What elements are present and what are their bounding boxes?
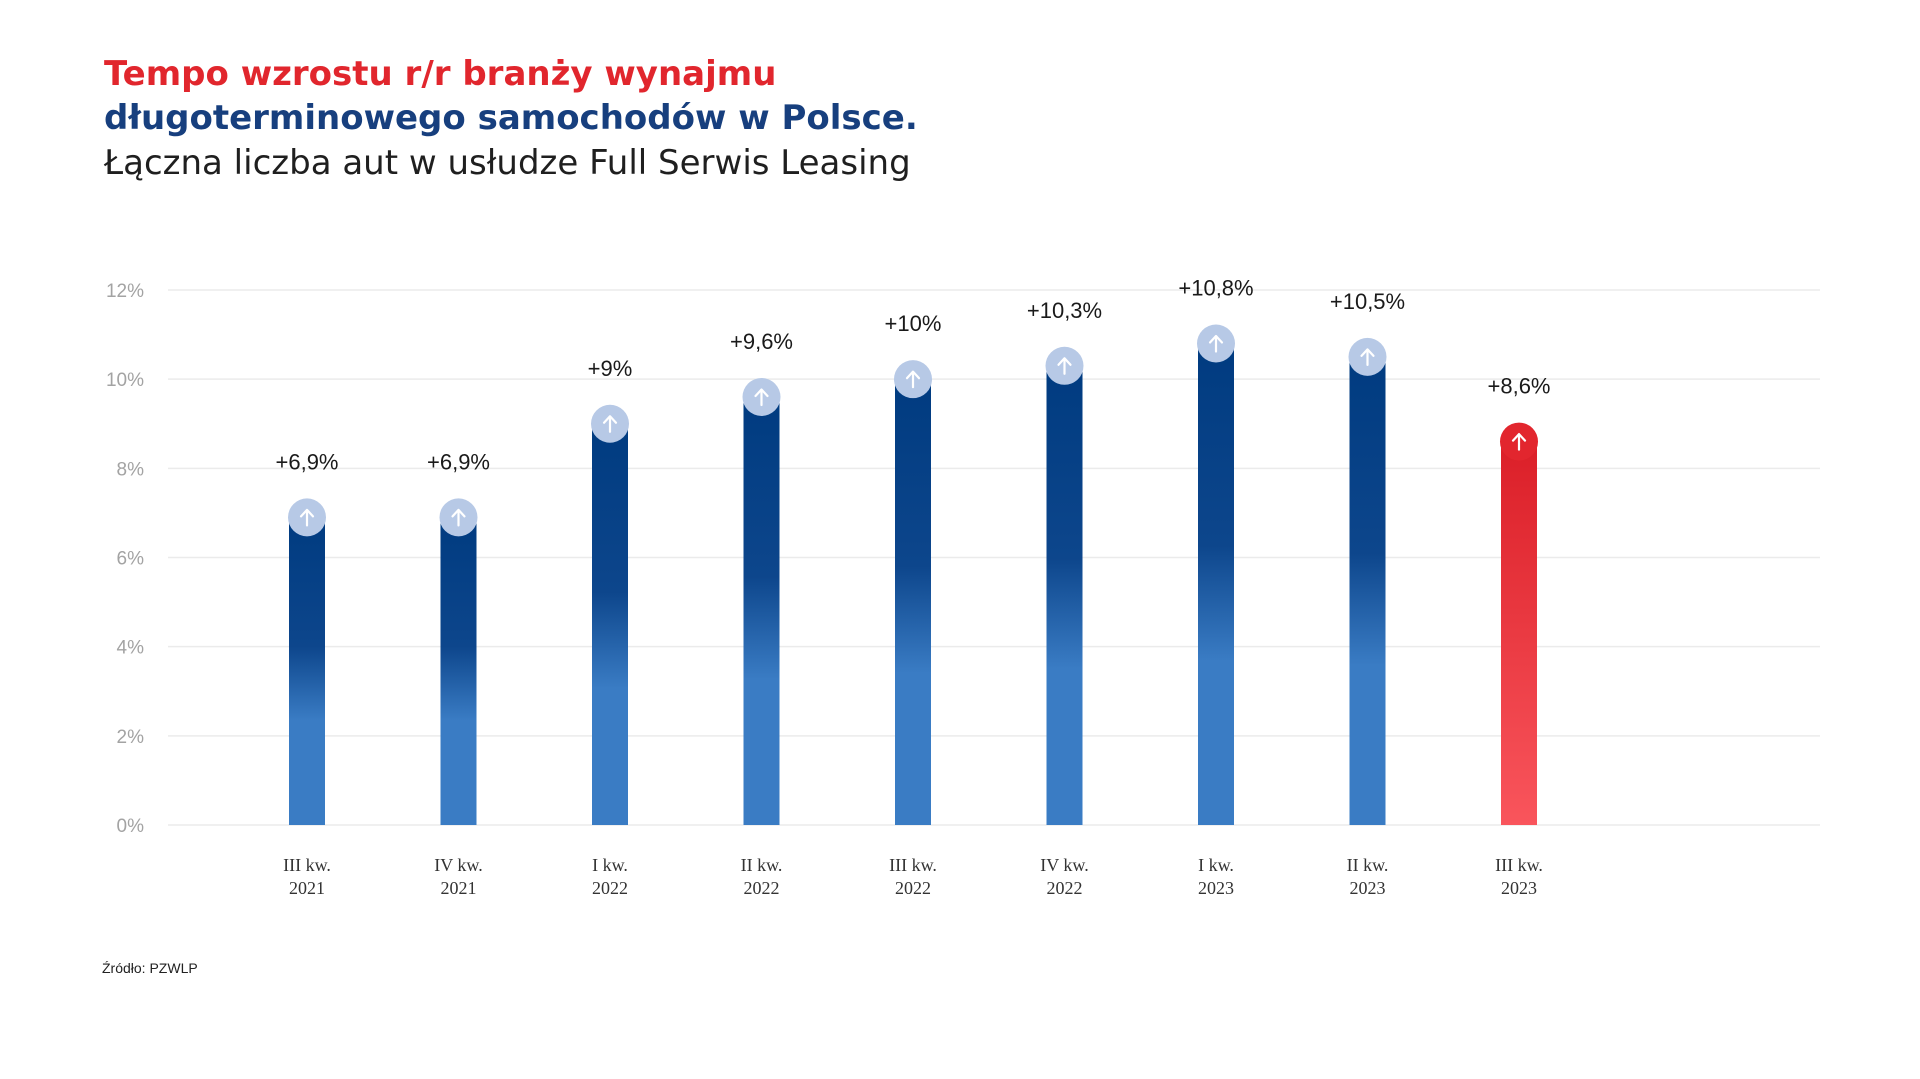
data-label: +6,9% (276, 449, 339, 474)
x-tick-year: 2022 (592, 878, 628, 898)
arrow-up-icon (742, 378, 781, 416)
bar (592, 423, 628, 825)
arrow-up-icon (288, 498, 326, 537)
x-tick-label: II kw. (1347, 855, 1389, 875)
arrow-up-icon (439, 498, 478, 537)
x-tick-year: 2022 (1047, 878, 1083, 898)
bar (440, 517, 477, 825)
x-tick-year: 2021 (289, 878, 325, 898)
chart-subtitle: Łączna liczba aut w usłudze Full Serwis … (104, 143, 911, 183)
x-tick-year: 2022 (744, 878, 780, 898)
arrow-up-icon (1197, 324, 1235, 363)
data-label: +10% (885, 311, 942, 336)
x-tick-year: 2023 (1350, 878, 1386, 898)
labels-layer: +6,9% III kw. 2021 +6,9% IV kw. 2021 +9% I kw. 2… (276, 276, 1551, 899)
data-label: +10,5% (1330, 289, 1405, 314)
x-tick-label: I kw. (1198, 855, 1234, 875)
chart-title-line2: długoterminowego samochodów w Polsce. (104, 98, 918, 138)
x-tick-label: IV kw. (434, 855, 483, 875)
data-label: +8,6% (1488, 374, 1551, 399)
bar (289, 517, 325, 825)
x-tick-year: 2023 (1198, 878, 1234, 898)
title-block: Tempo wzrostu r/r branży wynajmu długote… (104, 52, 918, 186)
data-label: +6,9% (427, 449, 490, 474)
x-tick-label: III kw. (889, 855, 937, 875)
y-tick-label: 2% (117, 727, 145, 748)
bars-layer (288, 324, 1538, 825)
bar (1501, 441, 1537, 825)
arrow-up-icon (894, 360, 932, 399)
data-label: +10,3% (1027, 298, 1102, 323)
data-label: +9,6% (730, 329, 793, 354)
data-label: +10,8% (1178, 276, 1253, 301)
bar (1349, 356, 1386, 825)
y-tick-label: 10% (106, 370, 144, 391)
bar (1198, 343, 1234, 825)
grid-layer: 0% 2% 4% 6% 8% 10% 12% (106, 281, 1820, 837)
arrow-up-icon (591, 404, 629, 443)
arrow-up-icon (1500, 422, 1538, 461)
y-tick-label: 6% (117, 549, 145, 570)
x-tick-label: III kw. (283, 855, 331, 875)
arrow-up-icon (1348, 337, 1387, 376)
x-tick-label: II kw. (741, 855, 783, 875)
arrow-up-icon (1045, 346, 1084, 385)
chart-title-line1: Tempo wzrostu r/r branży wynajmu (104, 54, 777, 94)
y-tick-label: 8% (117, 459, 145, 480)
bar (743, 397, 780, 825)
bar (1046, 365, 1083, 825)
x-tick-year: 2023 (1501, 878, 1537, 898)
bar (895, 379, 931, 825)
x-tick-label: III kw. (1495, 855, 1543, 875)
x-tick-year: 2022 (895, 878, 931, 898)
x-tick-label: IV kw. (1040, 855, 1089, 875)
y-tick-label: 4% (117, 638, 145, 659)
y-tick-label: 12% (106, 281, 144, 302)
source-note: Źródło: PZWLP (102, 960, 198, 976)
x-tick-label: I kw. (592, 855, 628, 875)
x-tick-year: 2021 (441, 878, 477, 898)
y-tick-label: 0% (117, 816, 145, 837)
data-label: +9% (588, 356, 633, 381)
